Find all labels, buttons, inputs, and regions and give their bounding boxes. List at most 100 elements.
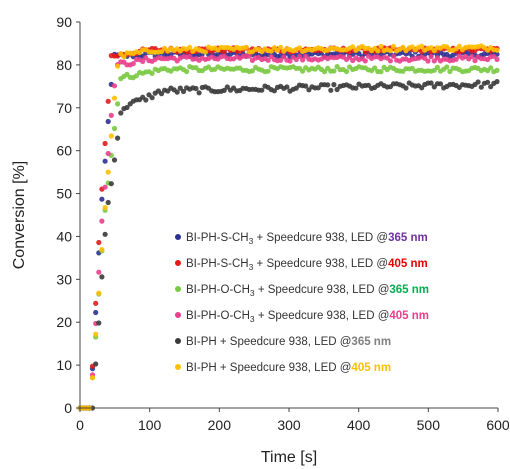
data-point <box>202 49 208 55</box>
data-point <box>93 300 99 306</box>
data-point <box>108 181 114 187</box>
legend-marker <box>175 312 181 318</box>
data-point <box>149 70 155 76</box>
data-point <box>390 43 397 50</box>
data-point <box>300 57 306 63</box>
data-point <box>93 331 99 337</box>
data-point <box>99 247 105 253</box>
data-point <box>93 309 99 316</box>
data-point <box>180 88 187 95</box>
data-point <box>184 68 190 75</box>
legend-marker <box>175 260 181 266</box>
x-tick-label: 500 <box>417 417 441 433</box>
data-point <box>325 82 331 88</box>
x-axis-label: Time [s] <box>261 449 317 466</box>
data-point <box>365 82 371 88</box>
y-tick-label: 60 <box>56 143 72 159</box>
data-point <box>140 58 146 64</box>
legend-item: BI-PH-O-CH3 + Speedcure 938, LED @405 nm <box>175 310 429 324</box>
data-point <box>488 65 494 71</box>
data-point <box>102 205 108 211</box>
data-point <box>372 65 378 71</box>
data-point <box>419 85 425 91</box>
data-point <box>99 196 105 202</box>
legend-middle: + Speedcure 938, LED @ <box>253 232 388 244</box>
data-point <box>105 169 111 175</box>
data-point <box>102 158 108 164</box>
data-point <box>96 290 102 296</box>
data-point <box>296 53 303 60</box>
legend-prefix: BI-PH <box>186 336 217 348</box>
data-point <box>478 84 484 90</box>
data-point <box>271 88 277 94</box>
legend-label: BI-PH-S-CH3 + Speedcure 938, LED @365 nm <box>186 232 428 246</box>
data-point <box>149 95 155 101</box>
legend-label: BI-PH-S-CH3 + Speedcure 938, LED @405 nm <box>186 258 428 272</box>
data-point <box>89 375 96 381</box>
data-point <box>249 68 255 74</box>
data-point <box>108 133 114 139</box>
data-point <box>419 43 425 49</box>
x-tick-label: 100 <box>138 417 162 433</box>
data-point <box>431 84 437 90</box>
data-point <box>387 48 393 54</box>
y-tick-label: 10 <box>56 357 72 373</box>
data-point <box>387 58 393 64</box>
data-point <box>287 58 293 64</box>
legend-subscript: 3 <box>249 236 254 246</box>
data-point <box>494 47 500 53</box>
data-point <box>278 57 284 63</box>
data-point <box>488 84 494 90</box>
data-point <box>356 51 362 57</box>
data-point <box>177 85 183 91</box>
data-point <box>494 67 500 73</box>
legend-middle: + Speedcure 938, LED @ <box>217 336 352 348</box>
legend-wavelength: 405 nm <box>389 310 429 322</box>
data-point <box>284 84 290 90</box>
data-point <box>321 69 328 75</box>
data-point <box>243 44 249 50</box>
legend-marker <box>175 338 181 344</box>
legend-prefix: BI-PH-S-CH <box>186 258 249 270</box>
data-point <box>174 89 180 95</box>
data-point <box>390 53 397 59</box>
data-point <box>105 98 111 104</box>
data-point <box>221 49 227 55</box>
data-point <box>96 320 102 326</box>
x-tick-label: 600 <box>486 417 510 433</box>
legend-marker <box>175 286 181 292</box>
data-point <box>296 45 303 51</box>
data-point <box>118 110 124 116</box>
tick-labels-layer: 0 100 200 300 400 500 600 0 10 20 30 40 50 60 70 80 90 <box>56 14 509 433</box>
data-point <box>362 58 368 64</box>
legend-wavelength: 365 nm <box>388 232 428 244</box>
legend-middle: + Speedcure 938, LED @ <box>255 284 390 296</box>
data-point <box>444 64 450 70</box>
series-points <box>77 64 500 411</box>
data-point <box>265 68 271 74</box>
legend-label: BI-PH + Speedcure 938, LED @365 nm <box>186 336 391 348</box>
data-point <box>331 82 337 88</box>
data-point <box>300 68 306 74</box>
data-point <box>265 57 271 63</box>
y-axis-label: Conversion [%] <box>11 161 28 270</box>
legend-prefix: BI-PH-O-CH <box>186 284 250 296</box>
data-point <box>115 101 121 107</box>
legend-label: BI-PH + Speedcure 938, LED @405 nm <box>186 362 391 374</box>
legend-prefix: BI-PH-S-CH <box>186 232 249 244</box>
data-point <box>469 53 475 60</box>
y-tick-label: 20 <box>56 314 72 330</box>
legend-label: BI-PH-O-CH3 + Speedcure 938, LED @365 nm <box>186 284 429 298</box>
data-point <box>494 56 500 63</box>
data-point <box>196 90 202 96</box>
legend-wavelength: 365 nm <box>351 336 391 348</box>
data-point <box>453 56 459 62</box>
legend-prefix: BI-PH-O-CH <box>186 310 250 322</box>
legend-marker <box>175 364 181 370</box>
data-point <box>143 97 149 103</box>
data-point <box>456 43 462 49</box>
data-point <box>105 118 111 125</box>
legend-marker <box>175 234 181 240</box>
legend-item: BI-PH-O-CH3 + Speedcure 938, LED @365 nm <box>175 284 429 298</box>
x-tick-label: 400 <box>347 417 371 433</box>
